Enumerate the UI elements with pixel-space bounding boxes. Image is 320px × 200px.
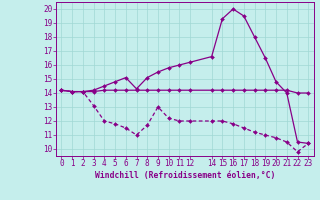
X-axis label: Windchill (Refroidissement éolien,°C): Windchill (Refroidissement éolien,°C) bbox=[95, 171, 275, 180]
